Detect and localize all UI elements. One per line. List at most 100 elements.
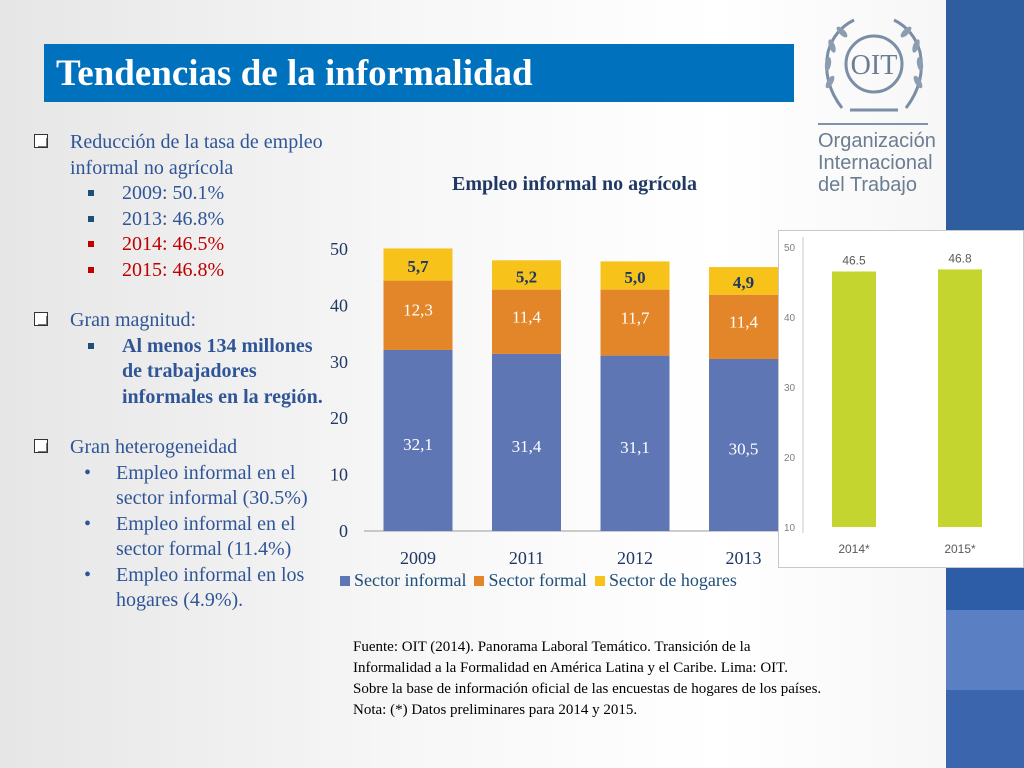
data-label: 12,3 <box>403 301 433 320</box>
y-tick-label: 40 <box>330 295 348 315</box>
square-bullet-icon <box>88 241 94 247</box>
bullet-item: Reducción de la tasa de empleo informal … <box>34 130 334 181</box>
chart-title: Empleo informal no agrícola <box>452 173 697 195</box>
source-line: Fuente: OIT (2014). Panorama Laboral Tem… <box>353 639 751 655</box>
checkbox-bullet-icon <box>34 439 48 453</box>
y-tick-label: 20 <box>784 453 796 464</box>
source-line: Nota: (*) Datos preliminares para 2014 y… <box>353 702 638 718</box>
data-label: 46.8 <box>948 251 972 265</box>
legend-label: Sector informal <box>354 570 467 590</box>
sub-bullet: 2015: 46.8% <box>34 258 334 284</box>
sub-bullet-text: 2014: 46.5% <box>122 233 225 255</box>
data-label: 32,1 <box>403 435 433 454</box>
x-tick-label: 2012 <box>617 548 653 568</box>
bar-segment <box>383 280 453 350</box>
legend-item: Sector de hogares <box>594 570 737 591</box>
chart-legend: Sector informal Sector formal Sector de … <box>340 570 741 591</box>
data-label: 11,7 <box>620 308 650 327</box>
band-block <box>946 610 1024 690</box>
square-bullet-icon <box>88 342 94 349</box>
sub-bullet: 2013: 46.8% <box>34 207 334 233</box>
bar-segment <box>383 248 453 281</box>
org-divider <box>818 123 928 125</box>
y-tick-label: 0 <box>339 521 348 541</box>
bullet-text: Gran heterogeneidad <box>70 436 238 458</box>
data-label: 4,9 <box>733 273 754 292</box>
bar-segment <box>709 358 778 531</box>
org-name-line: Organización <box>818 130 936 152</box>
legend-swatch <box>340 575 350 586</box>
stacked-bar-chart: 0 10 20 30 40 50 32,1 12,3 5,7 2009 31,4 11,4 5,2 201… <box>330 239 778 568</box>
title-bar: Tendencias de la informalidad <box>44 44 794 102</box>
bar-segment <box>383 349 453 531</box>
checkbox-bullet-icon <box>34 134 48 148</box>
sub-bullet: • Empleo informal en los hogares (4.9%). <box>34 563 334 614</box>
bar <box>832 271 876 527</box>
legend-swatch <box>474 575 485 586</box>
org-name-line: del Trabajo <box>818 174 917 196</box>
y-tick-label: 50 <box>784 243 796 254</box>
bar-segment <box>492 353 561 531</box>
logo-wreath-left <box>825 18 855 109</box>
inset-chart-panel: 10 20 30 40 50 46.5 2014* 46.8 2015* <box>778 230 1024 568</box>
sub-bullet: Al menos 134 millones de trabajadores in… <box>34 334 334 411</box>
sub-bullet-text: Empleo informal en el sector formal (11.… <box>116 512 296 561</box>
x-tick-label: 2009 <box>400 548 436 568</box>
y-tick-label: 40 <box>784 313 796 324</box>
data-label: 5,0 <box>624 268 645 287</box>
sub-bullet: • Empleo informal en el sector informal (… <box>34 461 334 512</box>
bar <box>938 269 982 527</box>
data-label: 5,2 <box>516 267 537 286</box>
checkbox-bullet-icon <box>34 312 48 326</box>
sub-bullet-text: Al menos 134 millones de trabajadores in… <box>122 334 323 408</box>
sub-bullet-text: 2013: 46.8% <box>122 207 225 230</box>
sub-bullet-text: Empleo informal en los hogares (4.9%). <box>116 563 305 612</box>
logo-wreath-right <box>893 18 923 109</box>
x-tick-label: 2015* <box>944 542 976 556</box>
data-label: 5,7 <box>407 257 429 276</box>
legend-label: Sector formal <box>488 570 587 590</box>
legend-item: Sector formal <box>474 570 587 591</box>
bar-segment <box>709 267 778 295</box>
sub-bullet: • Empleo informal en el sector formal (11… <box>34 512 334 563</box>
dot-bullet-icon: • <box>84 563 92 586</box>
square-bullet-icon <box>88 266 94 273</box>
sub-bullet: 2009: 50.1% <box>34 181 334 207</box>
bullet-text: Gran magnitud: <box>70 309 197 331</box>
page-title: Tendencias de la informalidad <box>56 53 533 94</box>
sub-bullet-text: Empleo informal en el sector informal (3… <box>116 461 308 510</box>
data-label: 31,1 <box>620 438 650 457</box>
org-name-line: Internacional <box>818 152 933 174</box>
sub-bullet-text: 2009: 50.1% <box>122 182 225 204</box>
data-label: 11,4 <box>512 308 542 327</box>
bullet-item: Gran heterogeneidad <box>34 435 334 461</box>
legend-swatch <box>594 575 605 586</box>
y-tick-label: 50 <box>330 239 348 259</box>
bullet-item: Gran magnitud: <box>34 308 334 334</box>
sub-bullet-text: 2015: 46.8% <box>122 258 225 281</box>
bar-segment <box>600 289 670 356</box>
square-bullet-icon <box>88 215 94 222</box>
bullet-list: Reducción de la tasa de empleo informal … <box>34 130 334 614</box>
band-block <box>946 690 1024 768</box>
data-label: 30,5 <box>729 439 759 458</box>
logo-text: OIT <box>851 50 898 81</box>
x-tick-label: 2011 <box>509 548 544 568</box>
y-tick-label: 30 <box>330 352 348 372</box>
oit-logo: OIT <box>824 18 924 112</box>
legend-item: Sector informal <box>340 570 466 591</box>
org-name: Organización Internacional del Trabajo <box>818 130 936 196</box>
source-line: Informalidad a la Formalidad en América … <box>353 660 788 676</box>
data-label: 46.5 <box>842 254 866 268</box>
data-label: 31,4 <box>512 437 542 456</box>
dot-bullet-icon: • <box>84 512 92 535</box>
bar-segment <box>492 260 561 290</box>
legend-label: Sector de hogares <box>608 570 737 590</box>
y-tick-label: 10 <box>330 465 348 485</box>
y-tick-label: 30 <box>784 383 796 394</box>
bar-segment <box>600 355 670 531</box>
sub-bullet: 2014: 46.5% <box>34 232 334 258</box>
bar-segment <box>709 294 778 359</box>
dot-bullet-icon: • <box>84 461 92 484</box>
source-line: Sobre la base de información oficial de … <box>353 681 822 697</box>
